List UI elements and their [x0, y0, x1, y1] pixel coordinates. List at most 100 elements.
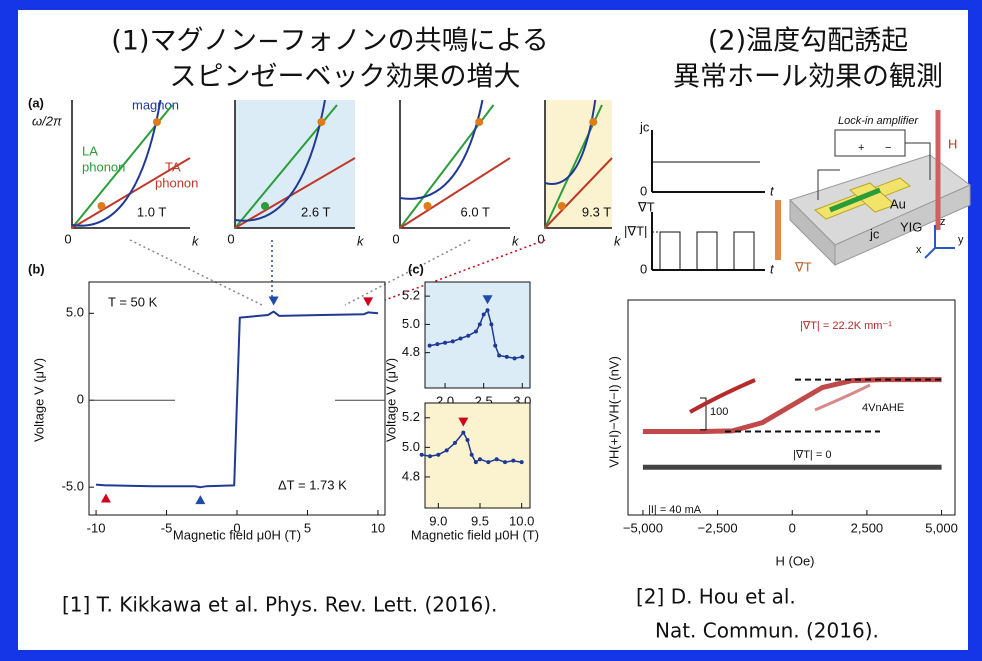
data-point [503, 460, 507, 464]
y-tick-label: 0 [77, 392, 84, 407]
curve-label: phonon [155, 175, 198, 190]
field-label: 2.6 T [301, 204, 330, 219]
label: − [885, 142, 891, 154]
label: x [916, 244, 922, 256]
label: jc [639, 119, 650, 134]
y-tick-label: -5.0 [62, 479, 84, 494]
label: H [948, 136, 957, 151]
reference: [1] T. Kikkawa et al. Phys. Rev. Lett. (… [62, 593, 497, 617]
crossing [317, 118, 325, 126]
x-tick-label: 10.0 [509, 513, 534, 528]
axis-label: Magnetic field μ0H (T) [411, 527, 539, 542]
crossing [475, 118, 483, 126]
crossing [589, 118, 597, 126]
data-point [435, 342, 439, 346]
data-point [495, 457, 499, 461]
label: |∇T| [624, 223, 647, 238]
label: 0 [640, 183, 647, 198]
data-point [459, 337, 463, 341]
data-point [466, 334, 470, 338]
field-label: 1.0 T [137, 204, 166, 219]
y-tick-label: 4.8 [402, 468, 420, 483]
data-point [428, 454, 432, 458]
axis-label: VH(+I)−VH(−I) (nV) [606, 356, 621, 468]
annotation: |∇T| = 0 [793, 449, 831, 461]
data-point [474, 329, 478, 333]
axis-label: ω/2π [32, 113, 62, 128]
x-tick-label: −5,000 [623, 520, 663, 535]
plot-background [425, 403, 530, 508]
x-tick-label: 5 [304, 520, 311, 535]
panel-label: (b) [28, 261, 45, 276]
data-point [493, 344, 497, 348]
x-tick-label: 2,500 [851, 520, 884, 535]
title: スピンゼーベック効果の増大 [170, 62, 521, 93]
x-tick-label: 10 [371, 520, 385, 535]
annotation: ΔT = 1.73 K [278, 477, 347, 492]
data-point [474, 460, 478, 464]
origin-label: 0 [64, 231, 71, 246]
data-point [520, 355, 524, 359]
label: Lock-in amplifier [838, 115, 919, 127]
annotation: |∇T| = 22.2K mm⁻¹ [800, 320, 892, 332]
crossing [153, 118, 161, 126]
slide: (1)マグノン−フォノンの共鳴による スピンゼーベック効果の増大 (2)温度勾配… [0, 0, 982, 661]
field-label: 9.3 T [582, 204, 611, 219]
y-tick-label: 4.8 [402, 344, 420, 359]
origin-label: 0 [392, 231, 399, 246]
label: YIG [900, 219, 922, 234]
curve-label: phonon [82, 159, 125, 174]
data-point [486, 460, 490, 464]
scale-label: 100 [710, 406, 728, 418]
x-tick-label: 9.5 [471, 513, 489, 528]
data-point [428, 344, 432, 348]
data-point [478, 322, 482, 326]
title: 異常ホール効果の観測 [673, 62, 943, 93]
crossing [558, 202, 566, 210]
reference: [2] D. Hou et al. [636, 585, 796, 609]
data-point [443, 341, 447, 345]
data-point [420, 453, 424, 457]
title: (1)マグノン−フォノンの共鳴による [111, 26, 549, 57]
reference: Nat. Commun. (2016). [655, 619, 879, 643]
plot-background [425, 282, 530, 388]
data-point [520, 460, 524, 464]
label: 0 [640, 261, 647, 276]
x-tick-label: 9.0 [429, 513, 447, 528]
label: ∇T [637, 199, 655, 214]
y-tick-label: 5.0 [402, 439, 420, 454]
origin-label: 0 [537, 231, 544, 246]
label: y [958, 234, 964, 246]
data-point [489, 322, 493, 326]
label: ∇T [794, 259, 812, 274]
label: jc [869, 226, 880, 241]
x-tick-label: 0 [789, 520, 796, 535]
data-point [453, 441, 457, 445]
annotation: 4VnAHE [862, 402, 904, 414]
label: z [940, 216, 946, 228]
crossing [424, 202, 432, 210]
label: Au [890, 196, 906, 211]
y-tick-label: 5.2 [402, 409, 420, 424]
y-tick-label: 5.2 [402, 288, 420, 303]
data-point [482, 313, 486, 317]
axis-label: Voltage V (μV) [383, 358, 398, 442]
x-tick-label: -5 [161, 520, 173, 535]
label: + [858, 142, 864, 154]
title: (2)温度勾配誘起 [708, 26, 908, 57]
data-point [511, 459, 515, 463]
crossing [98, 202, 106, 210]
y-tick-label: 5.0 [66, 305, 84, 320]
data-point [445, 448, 449, 452]
field-label: 6.0 T [461, 204, 490, 219]
data-point [486, 308, 490, 312]
annotation: |I| = 40 mA [648, 504, 702, 516]
axis-label: H (Oe) [776, 553, 815, 568]
x-tick-label: −2,500 [698, 520, 738, 535]
panel-label: (c) [408, 261, 424, 276]
data-point [497, 353, 501, 357]
data-point [505, 355, 509, 359]
data-point [451, 339, 455, 343]
panel-label: (a) [28, 95, 44, 110]
data-point [478, 457, 482, 461]
